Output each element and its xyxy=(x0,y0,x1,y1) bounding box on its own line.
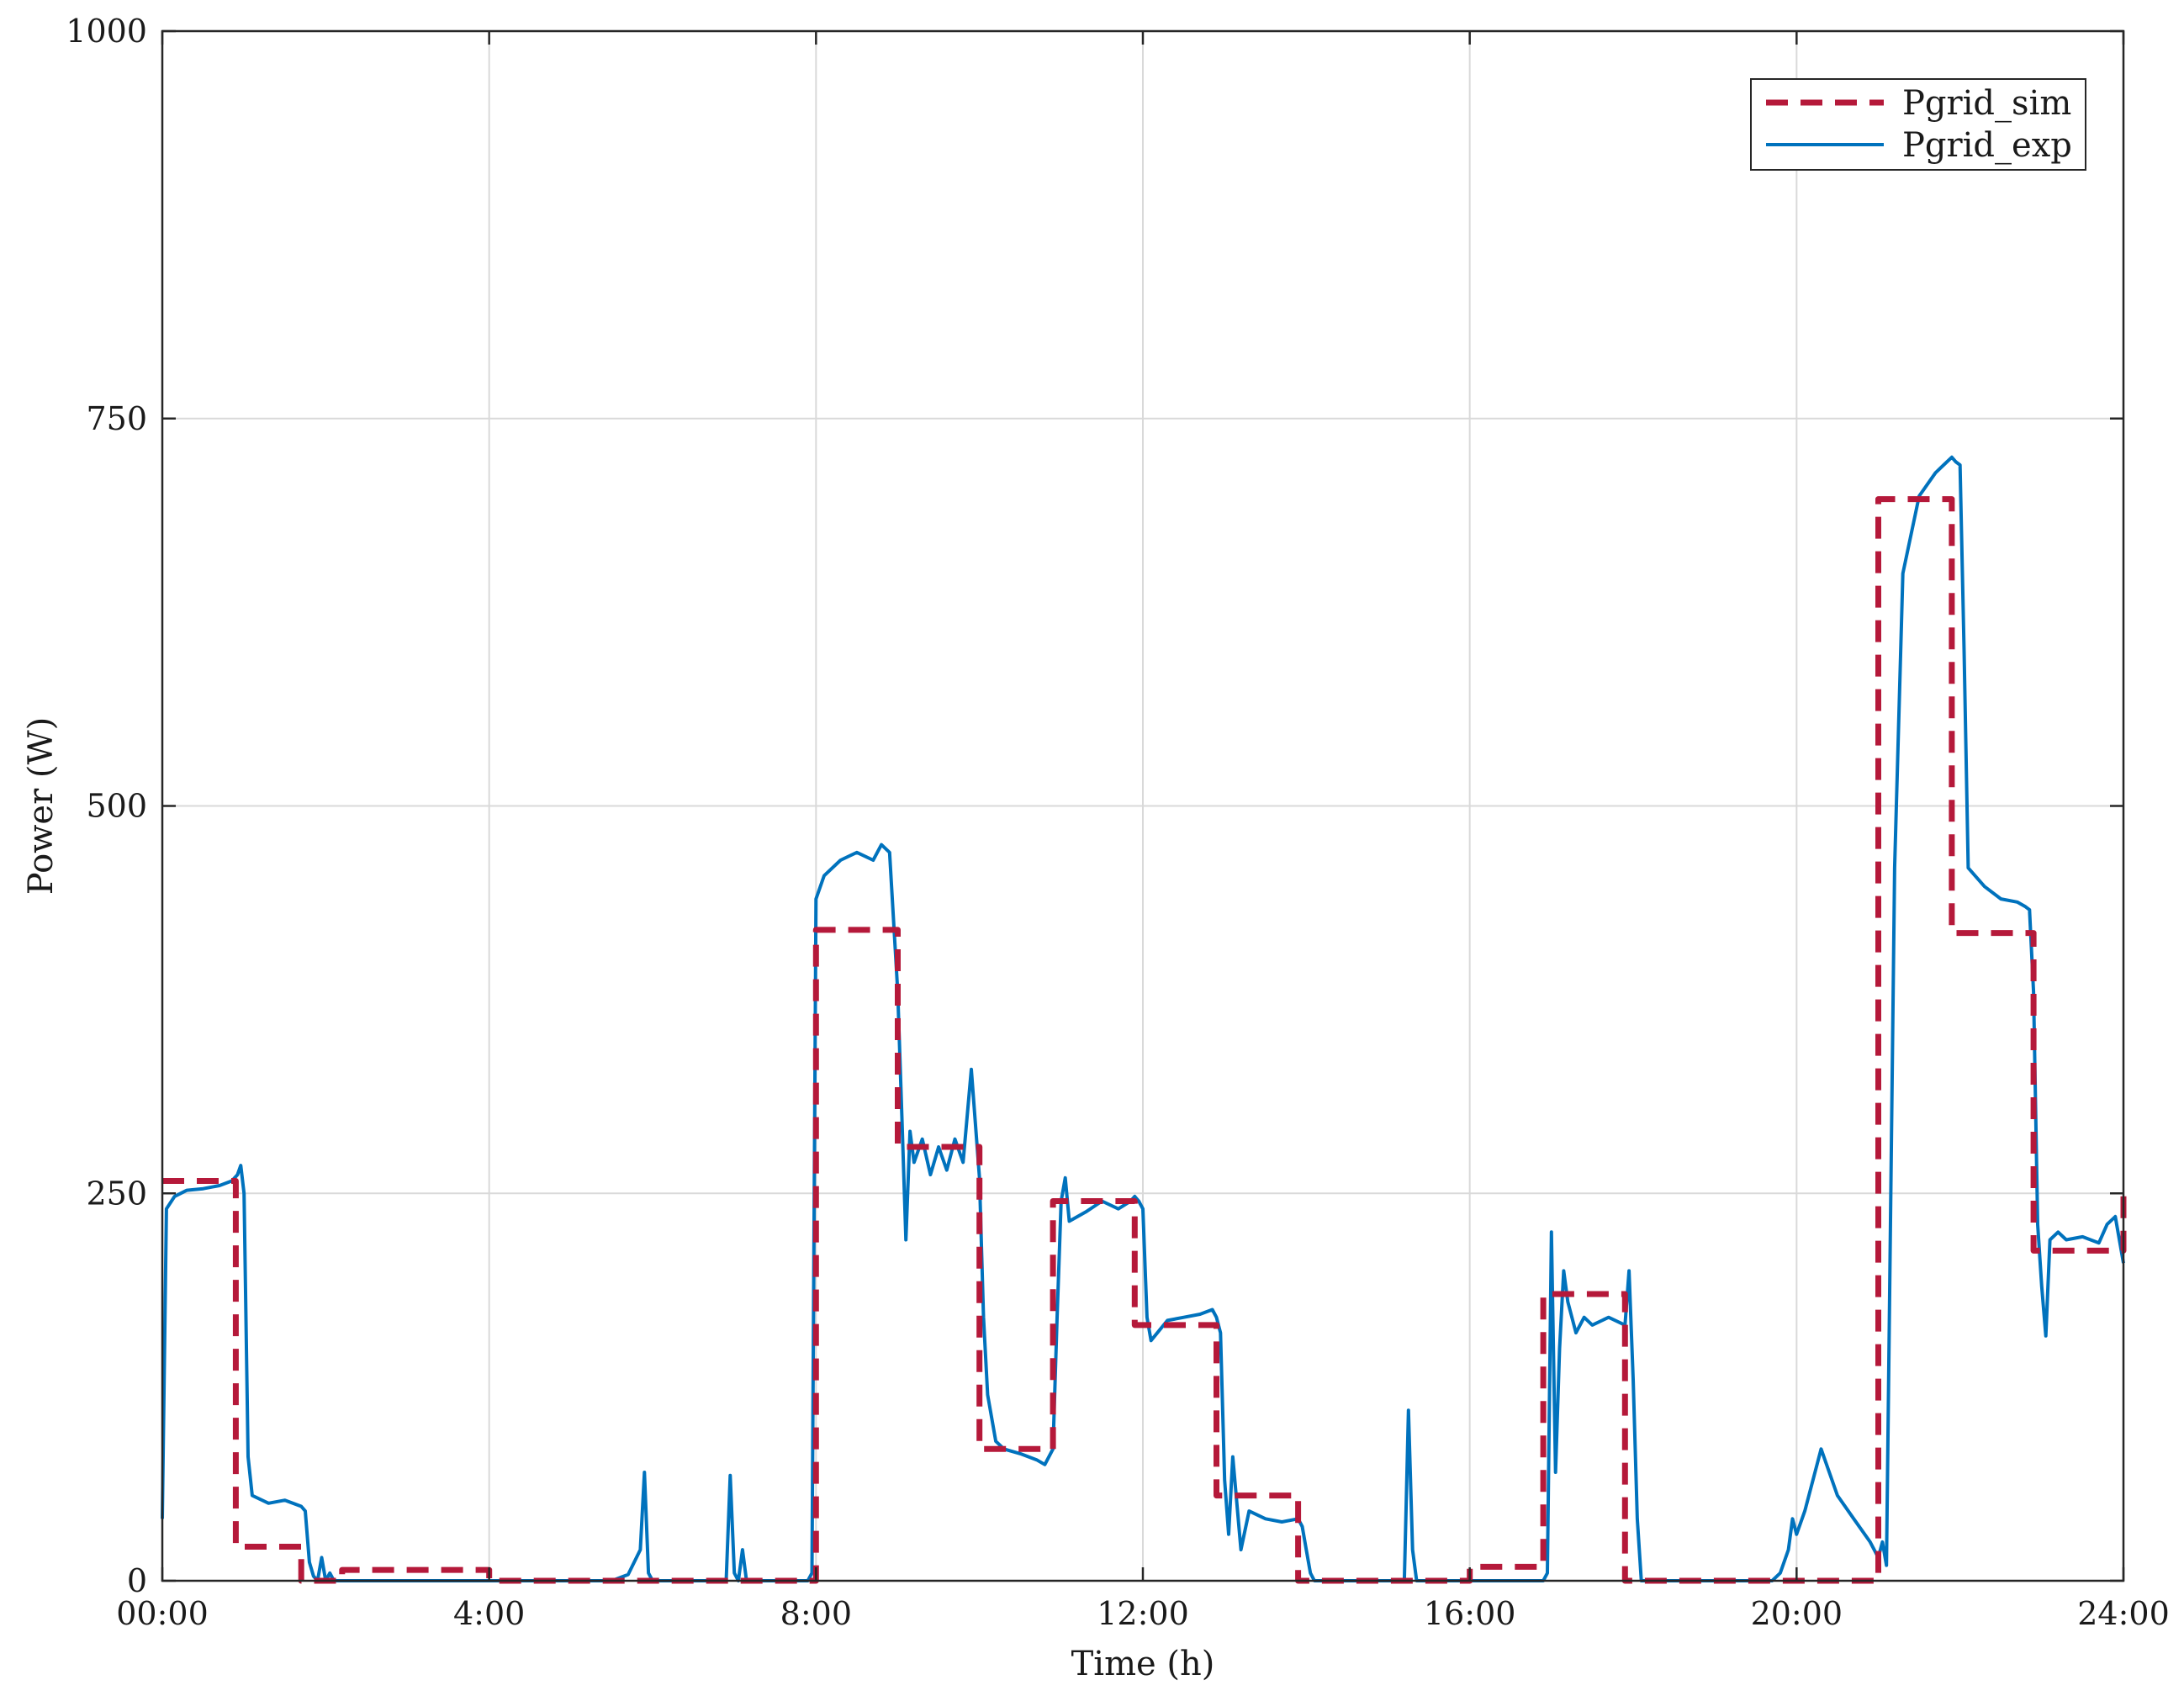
series-line-pgrid-exp xyxy=(161,455,2125,1582)
y-tick-label: 1000 xyxy=(66,13,147,50)
series-line-pgrid-sim xyxy=(162,496,2127,1584)
y-tick-label: 750 xyxy=(86,400,147,437)
ticks xyxy=(161,29,2125,1582)
x-tick-label: 16:00 xyxy=(1424,1595,1516,1632)
x-axis-label: Time (h) xyxy=(1071,1645,1215,1683)
legend-box xyxy=(1750,78,2086,171)
plot-series xyxy=(161,455,2127,1584)
tick-labels: 00:00 4:00 8:00 12:00 16:00 20:00 24:00 0 250 500… xyxy=(66,13,2169,1632)
x-tick-label: 00:00 xyxy=(116,1595,209,1632)
x-tick-label: 12:00 xyxy=(1097,1595,1189,1632)
y-tick-label: 250 xyxy=(86,1175,147,1212)
y-tick-label: 0 xyxy=(127,1562,147,1599)
legend-label-pgrid-exp: Pgrid_exp xyxy=(1902,126,2072,165)
y-axis-label: Power (W) xyxy=(22,717,61,895)
x-tick-label: 20:00 xyxy=(1751,1595,1843,1632)
x-tick-label: 4:00 xyxy=(453,1595,525,1632)
x-tick-label: 8:00 xyxy=(780,1595,852,1632)
x-tick-label: 24:00 xyxy=(2077,1595,2170,1632)
y-tick-label: 500 xyxy=(86,788,147,825)
legend-label-pgrid-sim: Pgrid_sim xyxy=(1902,84,2071,123)
legend: Pgrid_sim Pgrid_exp xyxy=(1750,78,2086,171)
